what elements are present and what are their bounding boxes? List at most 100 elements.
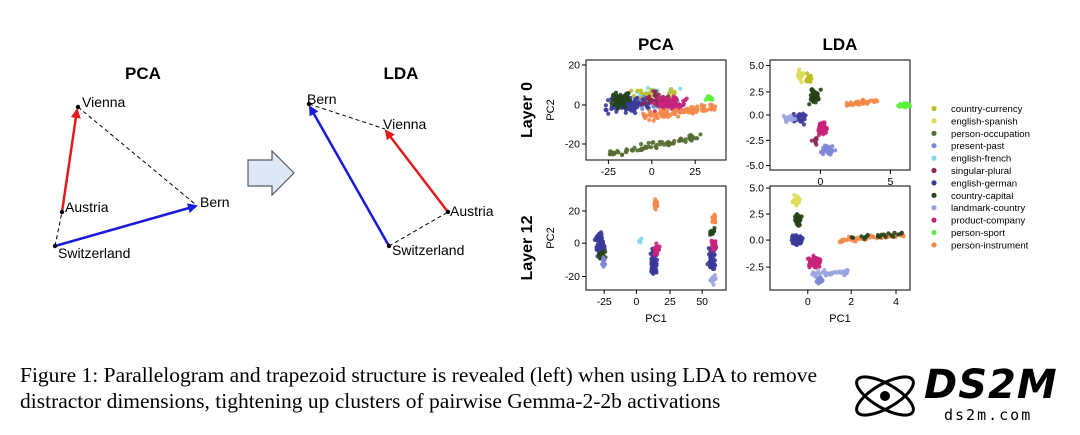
data-point (817, 276, 822, 281)
data-point (800, 111, 806, 116)
data-point (797, 112, 802, 117)
data-point (710, 255, 715, 260)
data-point (797, 76, 802, 81)
data-point (904, 102, 909, 107)
data-point (864, 234, 869, 239)
data-point (638, 142, 644, 147)
data-point (812, 97, 817, 102)
data-point (707, 259, 712, 265)
data-point (596, 248, 601, 253)
data-point (899, 230, 904, 235)
data-point (805, 71, 810, 76)
watermark-brand: DS2M (920, 362, 1062, 408)
data-point (799, 238, 804, 243)
data-point (788, 116, 793, 122)
data-point (694, 108, 700, 113)
data-point (818, 87, 823, 92)
data-point (808, 79, 813, 85)
y-tick-label: 20 (568, 60, 580, 72)
data-point (703, 97, 708, 102)
data-point (861, 98, 866, 103)
data-point (652, 199, 658, 204)
y-tick-label: 0.0 (749, 235, 764, 247)
data-point (675, 114, 681, 119)
data-point (688, 137, 693, 142)
data-point (661, 142, 667, 147)
data-point (855, 99, 861, 104)
data-point (813, 138, 818, 143)
data-point (896, 232, 901, 237)
plot-frame-pca-layer0 (585, 59, 727, 161)
x-axis-label-lda-layer12: PC1 (829, 313, 850, 325)
data-point (652, 258, 657, 263)
data-point (653, 92, 658, 97)
data-point (678, 136, 684, 141)
dashed-edge (77, 106, 196, 205)
legend-marker (931, 167, 937, 174)
legend-label: singular-plural (951, 166, 1011, 177)
data-point (631, 100, 636, 105)
data-point (809, 138, 814, 143)
scatter-points-lda-layer0 (781, 67, 913, 157)
transform-arrow-icon (247, 149, 295, 197)
data-point (612, 98, 618, 103)
data-point (712, 266, 717, 272)
legend-marker (931, 130, 937, 136)
x-tick-label: 25 (664, 296, 676, 308)
y-tick-label: -20 (565, 139, 580, 151)
data-point (790, 199, 795, 204)
data-point (828, 152, 833, 157)
data-point (613, 94, 619, 99)
data-point (833, 148, 838, 153)
legend-marker (931, 229, 937, 236)
data-point (897, 104, 902, 109)
data-point (798, 116, 803, 122)
data-point (818, 279, 823, 284)
data-point (791, 111, 796, 117)
scatter-points-pca-layer12 (592, 197, 719, 287)
y-tick-label: 5.0 (749, 183, 764, 195)
data-point (709, 276, 715, 281)
data-point (600, 246, 605, 252)
data-point (814, 279, 819, 284)
data-point (706, 246, 711, 251)
data-point (799, 214, 804, 219)
data-point (709, 240, 714, 245)
data-point (822, 148, 827, 153)
dashed-edge (308, 103, 386, 130)
data-point (671, 97, 676, 102)
austria-point (445, 209, 451, 215)
x-tick-label: 2 (848, 296, 854, 308)
data-point (669, 87, 674, 92)
data-point (713, 104, 718, 109)
data-point (785, 117, 790, 122)
data-point (830, 270, 835, 275)
data-point (601, 261, 606, 266)
legend-label: english-french (951, 154, 1011, 165)
row-label-layer-0: Layer 0 (519, 82, 536, 138)
data-point (665, 108, 670, 113)
y-axis-label-pca-layer0: PC2 (545, 99, 557, 120)
data-point (699, 102, 704, 108)
data-point (864, 100, 869, 105)
data-point (844, 271, 849, 276)
data-point (619, 152, 625, 158)
data-point (612, 102, 617, 108)
legend-label: country-currency (951, 104, 1023, 115)
scatter-points-pca-layer0 (603, 85, 718, 158)
data-point (813, 271, 818, 276)
data-point (659, 112, 665, 118)
data-point (807, 102, 812, 107)
data-point (601, 258, 606, 263)
data-point (654, 270, 659, 275)
y-tick-label: -2.5 (746, 262, 764, 274)
data-point (822, 143, 828, 148)
bern-label: Bern (200, 194, 230, 210)
data-point (815, 257, 820, 262)
bern-label: Bern (307, 91, 337, 107)
data-point (631, 109, 636, 114)
data-point (665, 102, 670, 108)
data-point (603, 103, 608, 108)
data-point (616, 103, 621, 108)
